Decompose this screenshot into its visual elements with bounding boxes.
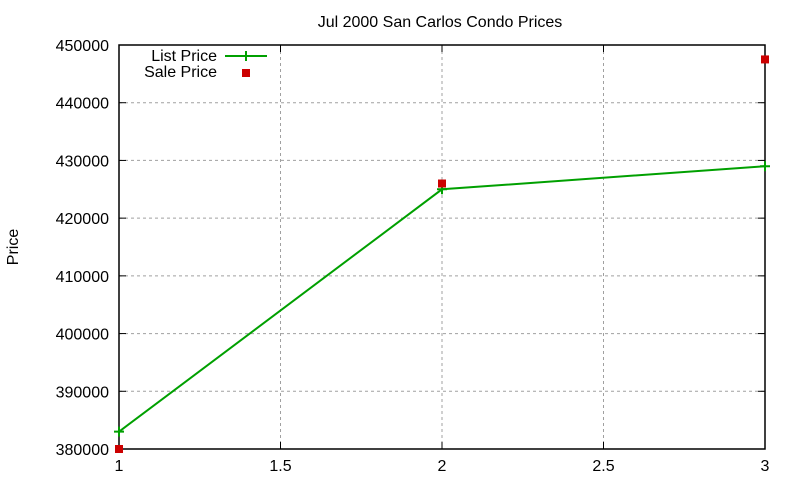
square-marker-icon — [761, 55, 769, 64]
x-tick-label: 2 — [438, 458, 447, 475]
plus-marker-icon — [114, 426, 124, 437]
x-tick-label: 2.5 — [592, 458, 614, 475]
grid-lines — [119, 45, 765, 449]
square-marker-icon — [115, 445, 123, 453]
y-tick-label: 380000 — [56, 442, 109, 459]
square-marker-icon — [438, 179, 446, 188]
x-tick-label: 1 — [115, 458, 124, 475]
y-tick-label: 450000 — [56, 38, 109, 55]
x-tick-label: 1.5 — [269, 458, 291, 475]
x-tick-label: 3 — [761, 458, 770, 475]
series-group — [114, 55, 770, 453]
y-tick-label: 400000 — [56, 327, 109, 344]
legend-label: Sale Price — [144, 64, 217, 81]
plus-marker-icon — [760, 161, 770, 172]
y-axis-ticks: 380000 390000 400000 410000 420000 430000 4400… — [56, 38, 765, 459]
square-marker-icon — [242, 69, 250, 77]
chart-title: Jul 2000 San Carlos Condo Prices — [318, 14, 563, 31]
y-tick-label: 440000 — [56, 96, 109, 113]
y-tick-label: 430000 — [56, 153, 109, 170]
plus-marker-icon — [241, 51, 251, 61]
y-tick-label: 410000 — [56, 269, 109, 286]
y-axis-label: Price — [5, 229, 22, 266]
x-axis-ticks: 1 1.5 2 2.5 3 — [115, 45, 770, 475]
series-sale-price — [115, 55, 769, 453]
y-tick-label: 390000 — [56, 384, 109, 401]
y-tick-label: 420000 — [56, 211, 109, 228]
legend-label: List Price — [151, 48, 217, 65]
